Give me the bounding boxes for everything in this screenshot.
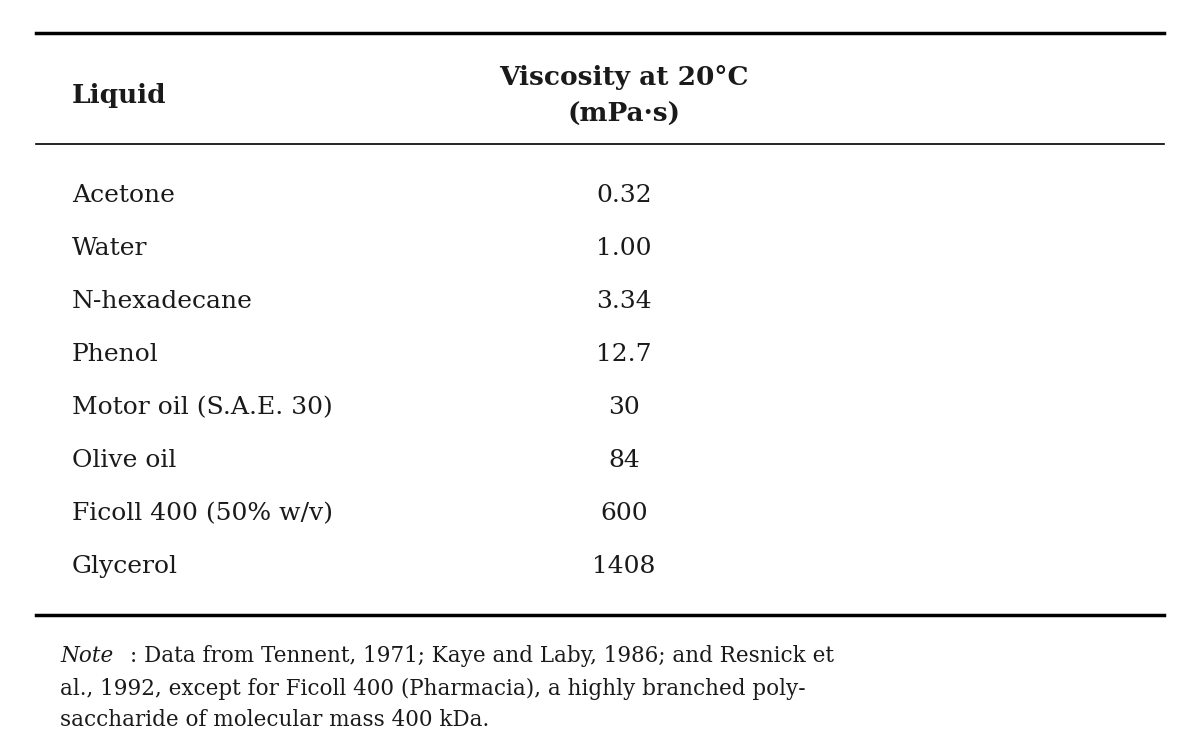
Text: 84: 84 <box>608 449 640 472</box>
Text: Olive oil: Olive oil <box>72 449 176 472</box>
Text: 1.00: 1.00 <box>596 237 652 260</box>
Text: N-hexadecane: N-hexadecane <box>72 290 253 313</box>
Text: Phenol: Phenol <box>72 343 158 366</box>
Text: saccharide of molecular mass 400 kDa.: saccharide of molecular mass 400 kDa. <box>60 709 490 731</box>
Text: (mPa·s): (mPa·s) <box>568 102 680 127</box>
Text: 3.34: 3.34 <box>596 290 652 313</box>
Text: 0.32: 0.32 <box>596 184 652 207</box>
Text: Water: Water <box>72 237 148 260</box>
Text: Viscosity at 20°C: Viscosity at 20°C <box>499 65 749 90</box>
Text: Motor oil (S.A.E. 30): Motor oil (S.A.E. 30) <box>72 396 332 419</box>
Text: 1408: 1408 <box>593 555 655 579</box>
Text: Liquid: Liquid <box>72 83 167 108</box>
Text: Ficoll 400 (50% w/v): Ficoll 400 (50% w/v) <box>72 502 334 525</box>
Text: 30: 30 <box>608 396 640 419</box>
Text: : Data from Tennent, 1971; Kaye and Laby, 1986; and Resnick et: : Data from Tennent, 1971; Kaye and Laby… <box>130 645 834 667</box>
Text: Acetone: Acetone <box>72 184 175 207</box>
Text: 600: 600 <box>600 502 648 525</box>
Text: al., 1992, except for Ficoll 400 (Pharmacia), a highly branched poly-: al., 1992, except for Ficoll 400 (Pharma… <box>60 678 805 700</box>
Text: Glycerol: Glycerol <box>72 555 178 579</box>
Text: Note: Note <box>60 645 113 667</box>
Text: 12.7: 12.7 <box>596 343 652 366</box>
